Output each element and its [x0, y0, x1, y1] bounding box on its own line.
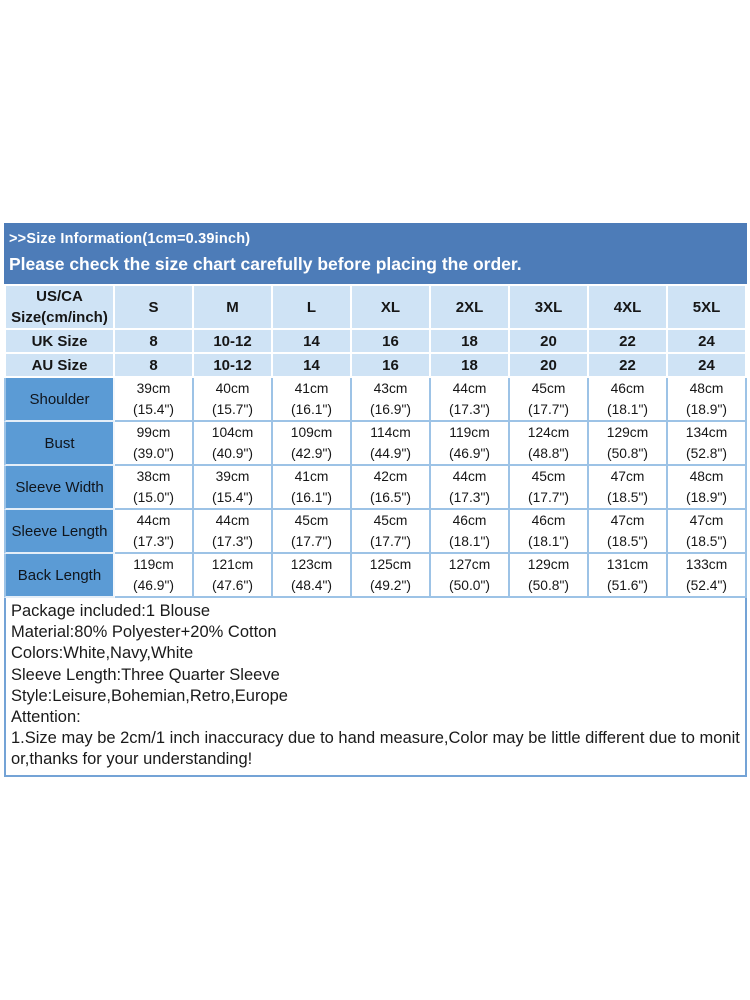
table-row-au-size: AU Size 8 10-12 14 16 18 20 22 24	[4, 354, 747, 378]
col-header-4xl: 4XL	[589, 284, 668, 330]
detail-style: Style:Leisure,Bohemian,Retro,Europe	[11, 686, 288, 705]
sleeve-length-cell: 46cm (18.1")	[510, 510, 589, 554]
uk-size-cell: 24	[668, 330, 747, 354]
sleeve-width-cell: 39cm (15.4")	[194, 466, 273, 510]
sleeve-length-cell: 47cm (18.5")	[668, 510, 747, 554]
bust-cell: 114cm (44.9")	[352, 422, 431, 466]
shoulder-cell: 41cm (16.1")	[273, 378, 352, 422]
au-size-cell: 16	[352, 354, 431, 378]
row-label-sleeve-width: Sleeve Width	[4, 466, 115, 510]
uk-size-cell: 20	[510, 330, 589, 354]
detail-package: Package included:1 Blouse	[11, 602, 211, 620]
size-chart-table: US/CA Size(cm/inch) S M L XL 2XL 3XL 4XL…	[4, 284, 747, 598]
back-length-cell: 121cm (47.6")	[194, 554, 273, 598]
back-length-cell: 129cm (50.8")	[510, 554, 589, 598]
col-header-s: S	[115, 284, 194, 330]
col-header-2xl: 2XL	[431, 284, 510, 330]
bust-cell: 119cm (46.9")	[431, 422, 510, 466]
sleeve-width-cell: 45cm (17.7")	[510, 466, 589, 510]
banner-subtitle: Please check the size chart carefully be…	[9, 254, 522, 274]
au-size-cell: 20	[510, 354, 589, 378]
uk-size-cell: 14	[273, 330, 352, 354]
bust-cell: 129cm (50.8")	[589, 422, 668, 466]
row-label-back-length: Back Length	[4, 554, 115, 598]
bust-cell: 104cm (40.9")	[194, 422, 273, 466]
detail-attention-note: 1.Size may be 2cm/1 inch inaccuracy due …	[11, 729, 740, 769]
shoulder-cell: 39cm (15.4")	[115, 378, 194, 422]
row-label-sleeve-length: Sleeve Length	[4, 510, 115, 554]
uk-size-cell: 16	[352, 330, 431, 354]
sleeve-length-cell: 45cm (17.7")	[352, 510, 431, 554]
sleeve-width-cell: 44cm (17.3")	[431, 466, 510, 510]
detail-attention: Attention:	[11, 708, 81, 727]
row-label-au-size: AU Size	[4, 354, 115, 378]
au-size-cell: 22	[589, 354, 668, 378]
table-row-back-length: Back Length 119cm (46.9") 121cm (47.6") …	[4, 554, 747, 598]
back-length-cell: 123cm (48.4")	[273, 554, 352, 598]
detail-colors: Colors:White,Navy,White	[11, 644, 194, 663]
bust-cell: 124cm (48.8")	[510, 422, 589, 466]
table-row-sleeve-length: Sleeve Length 44cm (17.3") 44cm (17.3") …	[4, 510, 747, 554]
table-row-bust: Bust 99cm (39.0") 104cm (40.9") 109cm (4…	[4, 422, 747, 466]
sleeve-length-cell: 45cm (17.7")	[273, 510, 352, 554]
product-details: Package included:1 Blouse Material:80% P…	[4, 598, 747, 777]
col-header-l: L	[273, 284, 352, 330]
shoulder-cell: 43cm (16.9")	[352, 378, 431, 422]
sleeve-width-cell: 41cm (16.1")	[273, 466, 352, 510]
uk-size-cell: 10-12	[194, 330, 273, 354]
shoulder-cell: 45cm (17.7")	[510, 378, 589, 422]
back-length-cell: 127cm (50.0")	[431, 554, 510, 598]
table-row-shoulder: Shoulder 39cm (15.4") 40cm (15.7") 41cm …	[4, 378, 747, 422]
row-label-bust: Bust	[4, 422, 115, 466]
col-header-m: M	[194, 284, 273, 330]
au-size-cell: 18	[431, 354, 510, 378]
uk-size-cell: 8	[115, 330, 194, 354]
shoulder-cell: 44cm (17.3")	[431, 378, 510, 422]
detail-sleeve: Sleeve Length:Three Quarter Sleeve	[11, 665, 280, 684]
uk-size-cell: 22	[589, 330, 668, 354]
au-size-cell: 24	[668, 354, 747, 378]
au-size-cell: 8	[115, 354, 194, 378]
back-length-cell: 125cm (49.2")	[352, 554, 431, 598]
table-row-sleeve-width: Sleeve Width 38cm (15.0") 39cm (15.4") 4…	[4, 466, 747, 510]
table-row-uk-size: UK Size 8 10-12 14 16 18 20 22 24	[4, 330, 747, 354]
uk-size-cell: 18	[431, 330, 510, 354]
sleeve-width-cell: 42cm (16.5")	[352, 466, 431, 510]
col-header-xl: XL	[352, 284, 431, 330]
au-size-cell: 14	[273, 354, 352, 378]
row-label-uk-size: UK Size	[4, 330, 115, 354]
col-header-5xl: 5XL	[668, 284, 747, 330]
sleeve-length-cell: 47cm (18.5")	[589, 510, 668, 554]
back-length-cell: 133cm (52.4")	[668, 554, 747, 598]
shoulder-cell: 40cm (15.7")	[194, 378, 273, 422]
detail-material: Material:80% Polyester+20% Cotton	[11, 623, 277, 642]
sleeve-length-cell: 46cm (18.1")	[431, 510, 510, 554]
corner-header: US/CA Size(cm/inch)	[4, 284, 115, 330]
sleeve-length-cell: 44cm (17.3")	[115, 510, 194, 554]
back-length-cell: 119cm (46.9")	[115, 554, 194, 598]
back-length-cell: 131cm (51.6")	[589, 554, 668, 598]
sleeve-width-cell: 38cm (15.0")	[115, 466, 194, 510]
info-banner: >>Size Information(1cm=0.39inch) Please …	[4, 223, 747, 284]
bust-cell: 109cm (42.9")	[273, 422, 352, 466]
bust-cell: 134cm (52.8")	[668, 422, 747, 466]
col-header-3xl: 3XL	[510, 284, 589, 330]
row-label-shoulder: Shoulder	[4, 378, 115, 422]
banner-title: >>Size Information(1cm=0.39inch)	[9, 231, 251, 247]
sleeve-width-cell: 48cm (18.9")	[668, 466, 747, 510]
shoulder-cell: 46cm (18.1")	[589, 378, 668, 422]
size-info-panel: >>Size Information(1cm=0.39inch) Please …	[4, 223, 747, 777]
sleeve-length-cell: 44cm (17.3")	[194, 510, 273, 554]
au-size-cell: 10-12	[194, 354, 273, 378]
bust-cell: 99cm (39.0")	[115, 422, 194, 466]
sleeve-width-cell: 47cm (18.5")	[589, 466, 668, 510]
table-row-header: US/CA Size(cm/inch) S M L XL 2XL 3XL 4XL…	[4, 284, 747, 330]
shoulder-cell: 48cm (18.9")	[668, 378, 747, 422]
